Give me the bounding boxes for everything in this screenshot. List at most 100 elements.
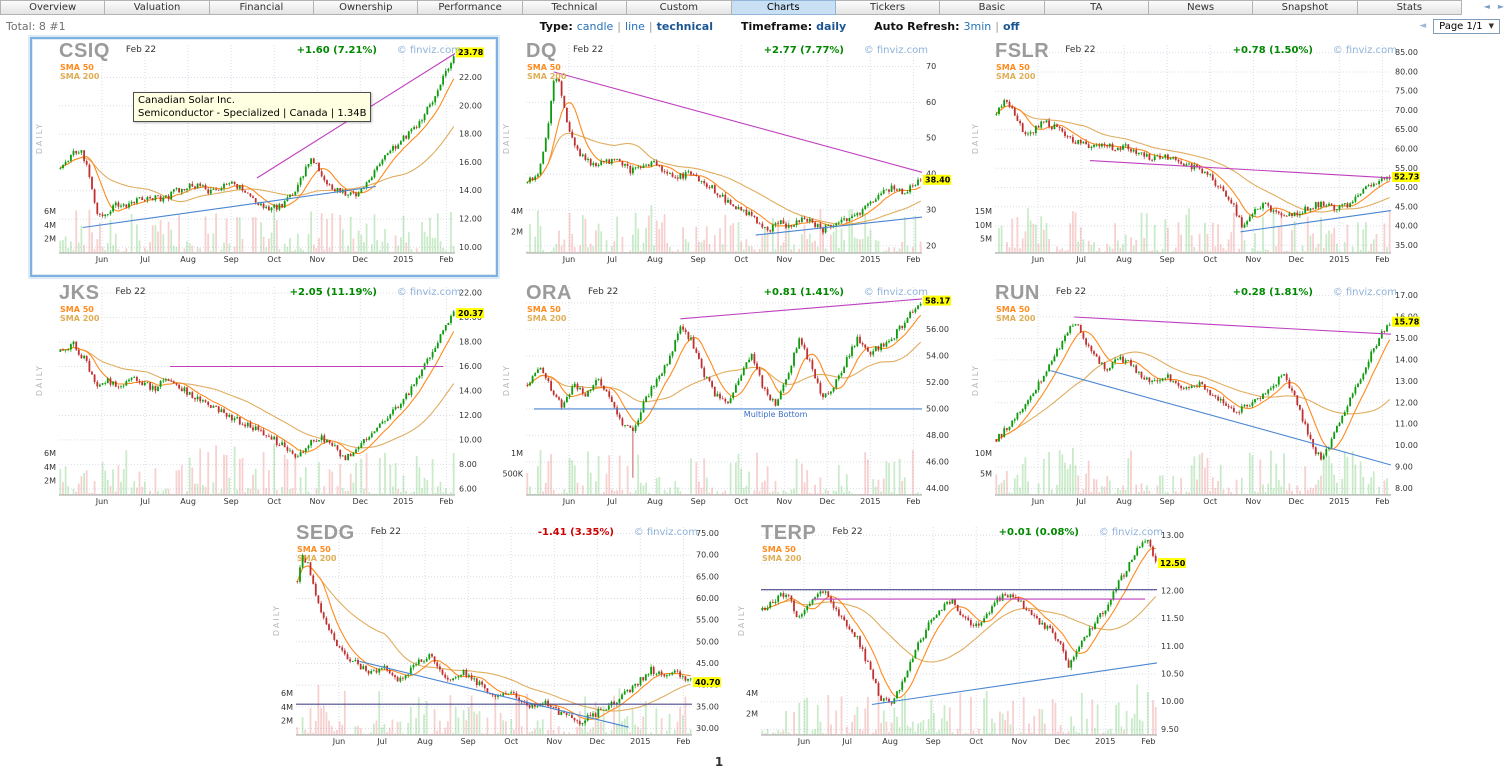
tab-valuation[interactable]: Valuation	[105, 0, 210, 15]
tab-financial[interactable]: Financial	[209, 0, 315, 15]
tab-overview[interactable]: Overview	[0, 0, 106, 15]
tab-ownership[interactable]: Ownership	[314, 0, 419, 15]
prev-page-icon[interactable]: ◄	[1419, 21, 1427, 31]
page-number[interactable]: 1	[714, 755, 724, 769]
svg-text:18.00: 18.00	[459, 130, 482, 139]
svg-text:30: 30	[926, 206, 936, 215]
chart-type-candle[interactable]: candle	[576, 19, 614, 33]
stock-chart-csiq[interactable]: 22.00 20.00 18.00 16.00 14.00 12.00 10.00 Jun Ju…	[30, 37, 498, 277]
svg-text:75.00: 75.00	[696, 529, 719, 538]
grid-layer	[296, 527, 692, 735]
svg-text:65.00: 65.00	[1395, 125, 1418, 134]
tab-technical[interactable]: Technical	[522, 0, 628, 15]
svg-text:Dec: Dec	[1289, 255, 1304, 264]
svg-text:6.00: 6.00	[459, 484, 477, 493]
svg-text:10.50: 10.50	[1161, 670, 1184, 679]
svg-text:Nov: Nov	[776, 497, 792, 506]
chart-timeframe-label: DAILY	[502, 364, 511, 397]
svg-text:12.00: 12.00	[1161, 586, 1184, 595]
volume-layer	[995, 208, 1391, 253]
svg-text:12.00: 12.00	[1395, 398, 1418, 407]
type-options: candle | line | technical	[577, 20, 713, 33]
tab-tickers[interactable]: Tickers	[835, 0, 941, 15]
autorefresh-off[interactable]: off	[1003, 19, 1020, 33]
svg-text:Nov: Nov	[309, 497, 325, 506]
trendline-layer	[1050, 316, 1392, 466]
stock-chart-terp[interactable]: 13.00 12.50 12.00 11.50 11.00 10.50 10.00 9.50 J…	[735, 522, 1197, 756]
svg-text:55.00: 55.00	[1395, 164, 1418, 173]
tab-stats[interactable]: Stats	[1357, 0, 1463, 15]
price-plot: 85.00 80.00 75.00 70.00 65.00 60.00 55.00 50.00…	[975, 45, 1420, 264]
svg-text:11.00: 11.00	[1395, 420, 1418, 429]
tab-news[interactable]: News	[1148, 0, 1254, 15]
view-tabs: Overview Valuation Financial Ownership Perfo…	[0, 0, 1463, 15]
svg-text:10M: 10M	[975, 449, 992, 458]
svg-text:2015: 2015	[1095, 737, 1115, 746]
svg-text:15.00: 15.00	[1395, 334, 1418, 343]
svg-text:Dec: Dec	[353, 497, 368, 506]
svg-text:40: 40	[926, 170, 936, 179]
svg-text:12.00: 12.00	[459, 215, 482, 224]
svg-text:6M: 6M	[44, 449, 56, 458]
stock-chart-run[interactable]: 17.0016.0015.0014.0013.0012.0011.0010.00…	[969, 282, 1431, 516]
timeframe-label: Timeframe:	[740, 19, 813, 33]
svg-text:2015: 2015	[860, 497, 880, 506]
chart-timeframe-label: DAILY	[35, 122, 44, 155]
axis-labels: 22.00 20.00 18.00 16.00 14.00 12.00 10.00 Jun Ju…	[44, 73, 482, 264]
stock-chart-jks[interactable]: 22.0020.0018.0016.0014.0012.0010.008.006…	[33, 282, 495, 516]
svg-text:4M: 4M	[281, 703, 293, 712]
svg-text:23.78: 23.78	[458, 48, 484, 57]
tab-charts[interactable]: Charts	[731, 0, 836, 15]
sma-lines	[60, 78, 455, 212]
chart-type-line[interactable]: line	[625, 19, 645, 33]
svg-text:14.00: 14.00	[459, 387, 482, 396]
svg-text:50.00: 50.00	[926, 404, 949, 413]
svg-text:Aug: Aug	[1116, 497, 1132, 506]
svg-text:Dec: Dec	[820, 497, 835, 506]
svg-text:70: 70	[926, 62, 936, 71]
finviz-watermark: © finviz.com	[863, 287, 928, 298]
stock-chart-ora[interactable]: Multiple Bottom58.0056.0054.0052.0050.00…	[500, 282, 962, 516]
tooltip-company-name: Canadian Solar Inc.	[138, 95, 235, 106]
sma-lines	[995, 330, 1391, 450]
tab-performance[interactable]: Performance	[418, 0, 523, 15]
svg-text:Jun: Jun	[1031, 497, 1045, 506]
candle-layer	[995, 322, 1391, 461]
svg-text:9.50: 9.50	[1161, 725, 1179, 734]
change-label: +2.05 (11.19%)	[289, 287, 377, 298]
trendline-layer	[1089, 160, 1392, 233]
svg-text:20: 20	[926, 241, 936, 250]
chart-type-technical[interactable]: technical	[656, 19, 713, 33]
tab-basic[interactable]: Basic	[940, 0, 1045, 15]
svg-text:2015: 2015	[393, 497, 413, 506]
timeframe-daily[interactable]: daily	[816, 19, 847, 33]
autorefresh-3min[interactable]: 3min	[963, 19, 992, 33]
svg-text:Jul: Jul	[606, 255, 617, 264]
svg-text:13.00: 13.00	[1161, 531, 1184, 540]
axis-labels: 13.00 12.50 12.00 11.50 11.00 10.50 10.00 9.50 J…	[746, 531, 1184, 746]
sma50-label: SMA 50	[297, 545, 331, 554]
tab-custom[interactable]: Custom	[627, 0, 732, 15]
stock-chart-dq[interactable]: 70 60 50 40 30 20 Jun Jul Aug Sep Oct Nov Dec 2015 Feb…	[500, 40, 962, 274]
svg-text:17.00: 17.00	[1395, 291, 1418, 300]
stock-chart-fslr[interactable]: 85.00 80.00 75.00 70.00 65.00 60.00 55.00 50.00…	[969, 40, 1431, 274]
svg-text:2M: 2M	[44, 235, 56, 244]
svg-text:45.00: 45.00	[1395, 202, 1418, 211]
page-select[interactable]: Page 1/1 ▼	[1433, 18, 1500, 34]
svg-text:2M: 2M	[511, 228, 523, 237]
svg-text:2M: 2M	[281, 717, 293, 726]
stock-chart-sedg[interactable]: 75.0070.0065.0060.0055.0050.0045.0040.00…	[270, 522, 732, 756]
tab-ta[interactable]: TA	[1044, 0, 1149, 15]
svg-text:52.00: 52.00	[926, 378, 949, 387]
chart-toolbar: Total: 8 #1 Type: candle | line | technical …	[0, 15, 1508, 37]
svg-text:54.00: 54.00	[926, 351, 949, 360]
chart-timeframe-label: DAILY	[502, 122, 511, 155]
svg-text:Jun: Jun	[1031, 255, 1045, 264]
svg-text:8.00: 8.00	[1395, 484, 1413, 493]
tab-scroll-right-icon[interactable]: ►	[1497, 2, 1504, 11]
tab-scroll-left-icon[interactable]: ◄	[1483, 2, 1490, 11]
svg-text:80.00: 80.00	[1395, 68, 1418, 77]
sma50-label: SMA 50	[996, 305, 1030, 314]
change-label: +0.01 (0.08%)	[998, 527, 1079, 538]
tab-snapshot[interactable]: Snapshot	[1253, 0, 1358, 15]
